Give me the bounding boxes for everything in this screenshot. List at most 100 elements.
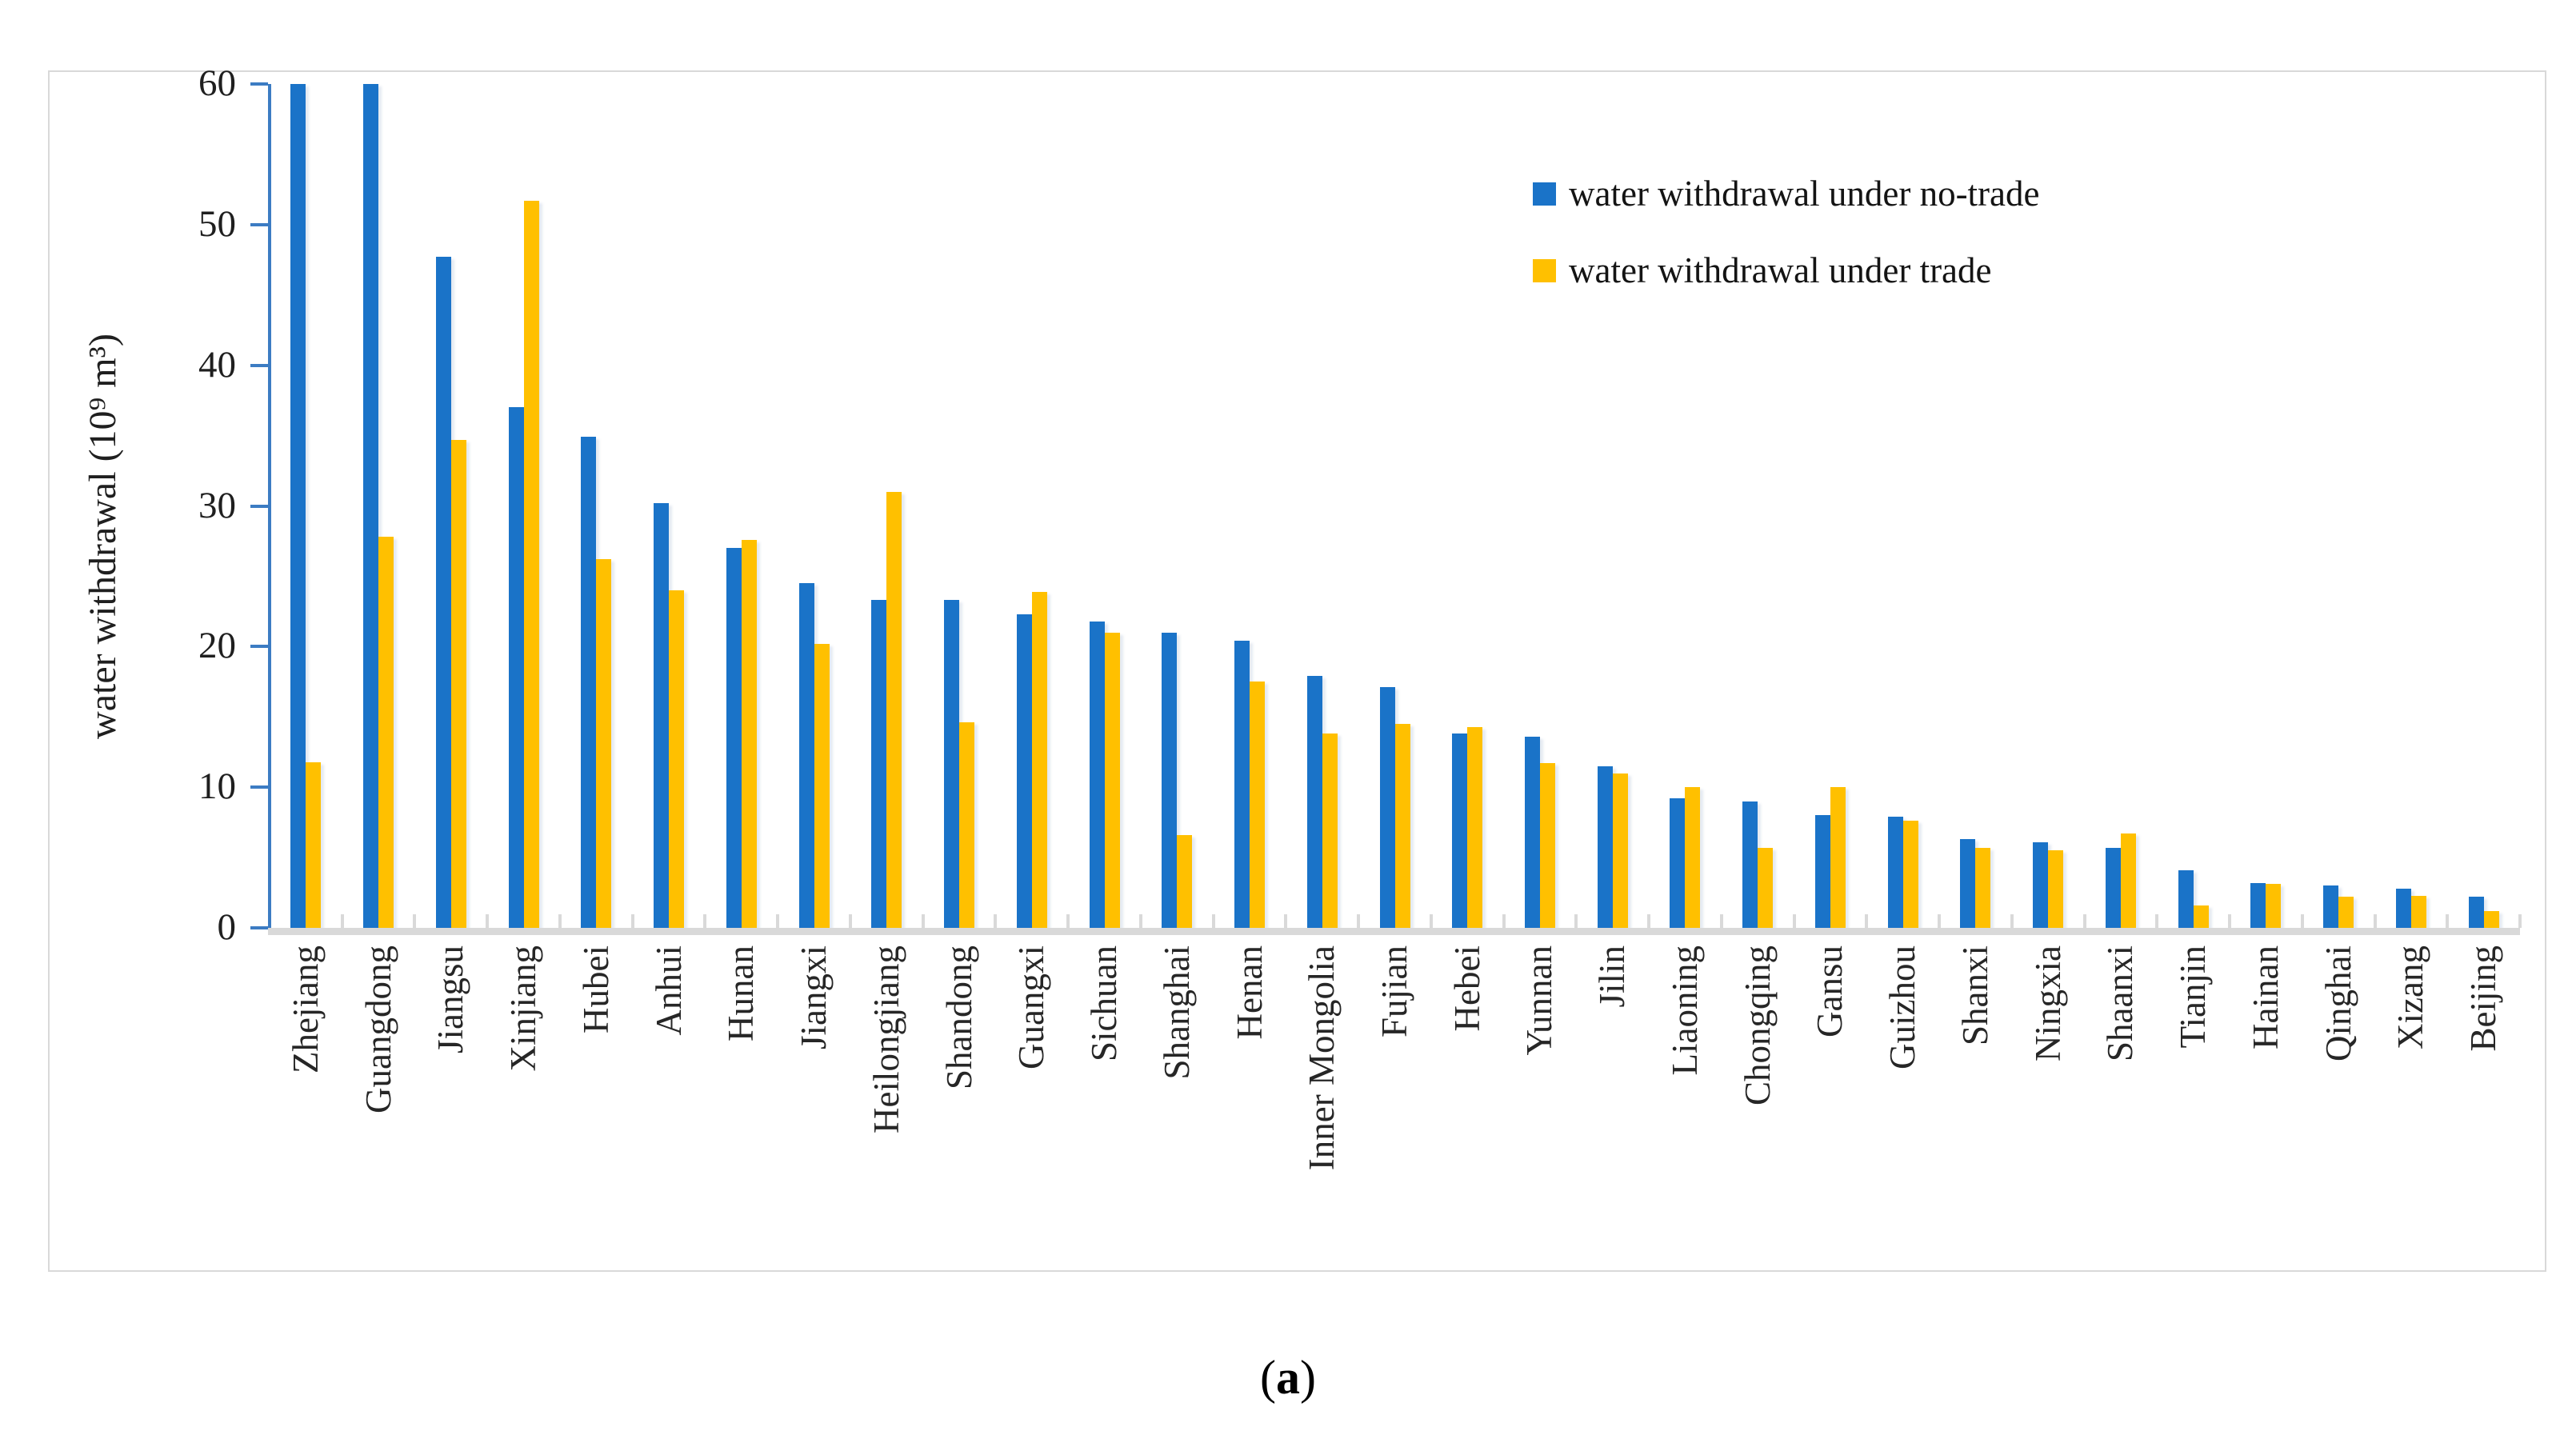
x-axis-tick xyxy=(1938,914,1942,928)
y-axis-tick xyxy=(250,82,268,86)
x-axis-tick xyxy=(1429,914,1433,928)
bar-trade-jilin xyxy=(1612,773,1628,928)
bar-no-trade-jilin xyxy=(1597,766,1613,928)
bar-no-trade-jiangsu xyxy=(435,257,451,928)
bar-no-trade-liaoning xyxy=(1670,798,1686,928)
bar-no-trade-sichuan xyxy=(1089,622,1105,928)
x-axis-tick xyxy=(2228,914,2232,928)
x-axis-tick xyxy=(2155,914,2159,928)
x-axis-tick xyxy=(413,914,417,928)
bar-trade-xinjiang xyxy=(523,201,539,928)
bar-trade-chongqing xyxy=(1758,848,1774,928)
x-axis-tick xyxy=(703,914,707,928)
legend: water withdrawal under no-trade water wit… xyxy=(1533,173,2040,326)
x-axis-tick xyxy=(2300,914,2304,928)
bar-trade-shandong xyxy=(959,722,975,928)
x-axis-tick xyxy=(2518,914,2522,928)
x-axis-tick xyxy=(1357,914,1361,928)
bar-trade-jiangxi xyxy=(814,644,830,928)
legend-item-no-trade: water withdrawal under no-trade xyxy=(1533,173,2040,214)
y-axis-tick-label: 30 xyxy=(198,484,236,526)
x-axis-tick xyxy=(630,914,634,928)
bar-no-trade-beijing xyxy=(2468,897,2484,928)
bar-trade-inner-mongolia xyxy=(1322,733,1338,928)
legend-swatch-icon xyxy=(1533,258,1556,282)
bar-trade-gansu xyxy=(1830,787,1846,928)
y-axis-title-text: water withdrawal (10⁹ m³) xyxy=(81,333,124,739)
bar-no-trade-shanxi xyxy=(1960,839,1976,928)
x-axis-tick xyxy=(1792,914,1796,928)
bar-trade-hainan xyxy=(2266,884,2282,928)
bar-trade-jiangsu xyxy=(450,440,466,928)
x-axis-tick xyxy=(1211,914,1215,928)
x-axis-tick xyxy=(1719,914,1723,928)
bar-no-trade-zhejiang xyxy=(290,84,306,928)
bar-no-trade-hunan xyxy=(726,548,742,928)
bar-trade-guangdong xyxy=(378,537,394,928)
bar-no-trade-guangxi xyxy=(1016,614,1032,928)
bar-trade-henan xyxy=(1250,682,1266,928)
bar-trade-qinghai xyxy=(2338,897,2354,928)
figure-caption: (a) xyxy=(0,1350,2576,1405)
bar-no-trade-xinjiang xyxy=(508,407,524,928)
y-axis-tick-label: 50 xyxy=(198,202,236,245)
x-axis-baseline xyxy=(268,928,2520,935)
x-axis-tick xyxy=(921,914,925,928)
y-axis-tick xyxy=(250,363,268,367)
caption-paren-close: ) xyxy=(1300,1351,1316,1404)
legend-item-trade: water withdrawal under trade xyxy=(1533,250,2040,291)
bar-trade-tianjin xyxy=(2193,905,2209,928)
y-axis-tick-label: 40 xyxy=(198,343,236,386)
chart-frame xyxy=(48,70,2546,1272)
bar-trade-hunan xyxy=(741,540,757,928)
bar-no-trade-gansu xyxy=(1814,815,1830,928)
x-axis-tick xyxy=(2446,914,2450,928)
bar-trade-shanghai xyxy=(1177,835,1193,928)
x-axis-tick xyxy=(2373,914,2377,928)
legend-label: water withdrawal under trade xyxy=(1569,250,1992,290)
y-axis-tick xyxy=(250,504,268,508)
x-axis-tick xyxy=(1647,914,1651,928)
x-axis-tick xyxy=(1502,914,1506,928)
y-axis-line xyxy=(268,84,271,934)
bar-trade-beijing xyxy=(2483,911,2499,928)
bar-no-trade-shanghai xyxy=(1162,633,1178,928)
bar-no-trade-guizhou xyxy=(1887,817,1903,928)
x-axis-tick xyxy=(1284,914,1288,928)
caption-paren-open: ( xyxy=(1260,1351,1276,1404)
bar-no-trade-shandong xyxy=(944,600,960,928)
bar-trade-shanxi xyxy=(1975,848,1991,928)
x-axis-tick xyxy=(848,914,852,928)
bar-no-trade-inner-mongolia xyxy=(1306,676,1322,928)
bar-trade-zhejiang xyxy=(306,762,322,928)
bar-trade-guangxi xyxy=(1031,592,1047,928)
bar-no-trade-xizang xyxy=(2395,889,2411,928)
bar-trade-guizhou xyxy=(1902,821,1918,928)
x-axis-tick xyxy=(776,914,780,928)
bar-trade-fujian xyxy=(1394,724,1410,928)
x-axis-tick xyxy=(1865,914,1869,928)
bar-no-trade-hubei xyxy=(581,437,597,928)
bar-no-trade-qinghai xyxy=(2323,885,2339,928)
y-axis-tick-label: 0 xyxy=(217,906,237,948)
x-axis-tick xyxy=(2010,914,2014,928)
bar-no-trade-hebei xyxy=(1452,733,1468,928)
x-axis-tick xyxy=(486,914,490,928)
x-axis-tick xyxy=(340,914,344,928)
bar-trade-ningxia xyxy=(2048,850,2064,928)
y-axis-tick xyxy=(250,785,268,789)
y-axis-tick-label: 20 xyxy=(198,625,236,667)
y-axis-title: water withdrawal (10⁹ m³) xyxy=(70,232,134,840)
bar-trade-shaanxi xyxy=(2120,833,2136,928)
y-axis-tick xyxy=(250,645,268,649)
bar-no-trade-anhui xyxy=(654,503,670,928)
bar-trade-xizang xyxy=(2410,896,2426,928)
legend-label: water withdrawal under no-trade xyxy=(1569,174,2040,214)
bar-no-trade-guangdong xyxy=(363,84,379,928)
x-axis-tick xyxy=(994,914,998,928)
bar-trade-hubei xyxy=(596,559,612,928)
x-axis-tick xyxy=(1574,914,1578,928)
bar-trade-hebei xyxy=(1467,727,1483,928)
caption-letter: a xyxy=(1276,1351,1300,1404)
bar-no-trade-chongqing xyxy=(1742,801,1758,928)
